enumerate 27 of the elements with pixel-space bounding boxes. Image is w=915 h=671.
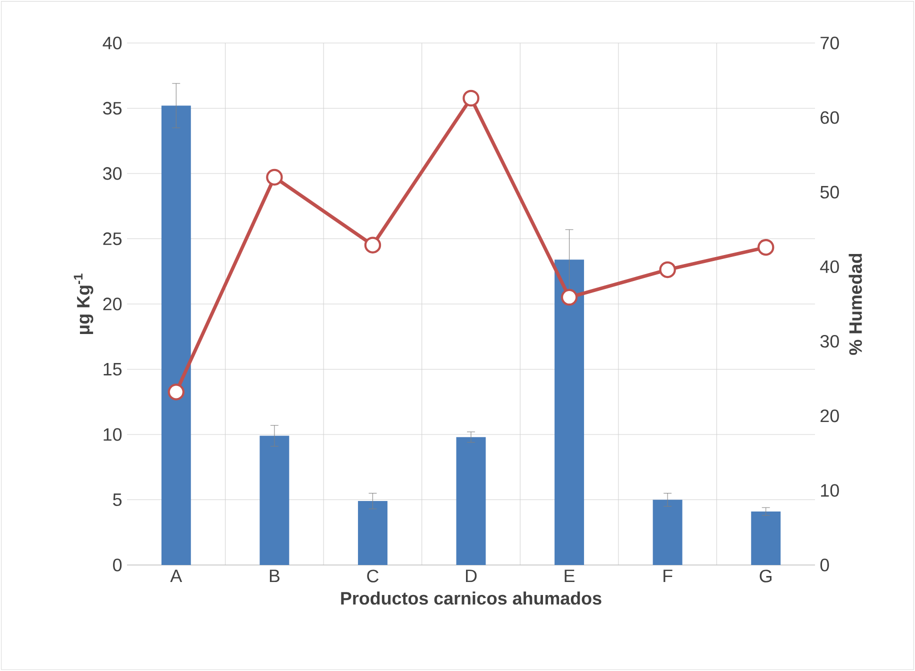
y2-tick-label: 30 — [820, 334, 839, 348]
y2-tick-label: 70 — [820, 36, 839, 50]
x-axis-title: Productos carnicos ahumados — [341, 592, 602, 605]
y2-tick-label: 0 — [820, 558, 829, 572]
x-tick-label: B — [270, 570, 280, 582]
y-tick-label: 30 — [103, 167, 122, 180]
x-tick-label: D — [466, 570, 477, 582]
x-tick-label: G — [760, 570, 772, 582]
y-tick-label: 25 — [103, 232, 122, 246]
y-tick-label: 5 — [113, 493, 122, 506]
y2-axis-title: % Humedad — [848, 254, 862, 355]
y-tick-label: 15 — [104, 362, 122, 376]
x-tick-label: C — [367, 570, 379, 582]
x-tick-label: F — [664, 570, 672, 582]
y2-tick-label: 10 — [821, 484, 839, 497]
y2-tick-label: 50 — [820, 186, 839, 198]
x-tick-label: E — [564, 570, 574, 582]
y-tick-label: 35 — [103, 102, 122, 115]
y-tick-label: 40 — [102, 36, 122, 50]
y-tick-label: 10 — [104, 428, 122, 441]
y2-tick-label: 40 — [820, 260, 839, 274]
x-tick-label: A — [170, 570, 182, 582]
y2-tick-label: 60 — [820, 111, 839, 124]
y-axis-title: μg Kg$^{-1}$ — [74, 274, 94, 334]
y2-tick-label: 20 — [820, 410, 839, 422]
y-tick-label: 20 — [103, 298, 122, 310]
y-tick-label: 0 — [113, 558, 122, 572]
